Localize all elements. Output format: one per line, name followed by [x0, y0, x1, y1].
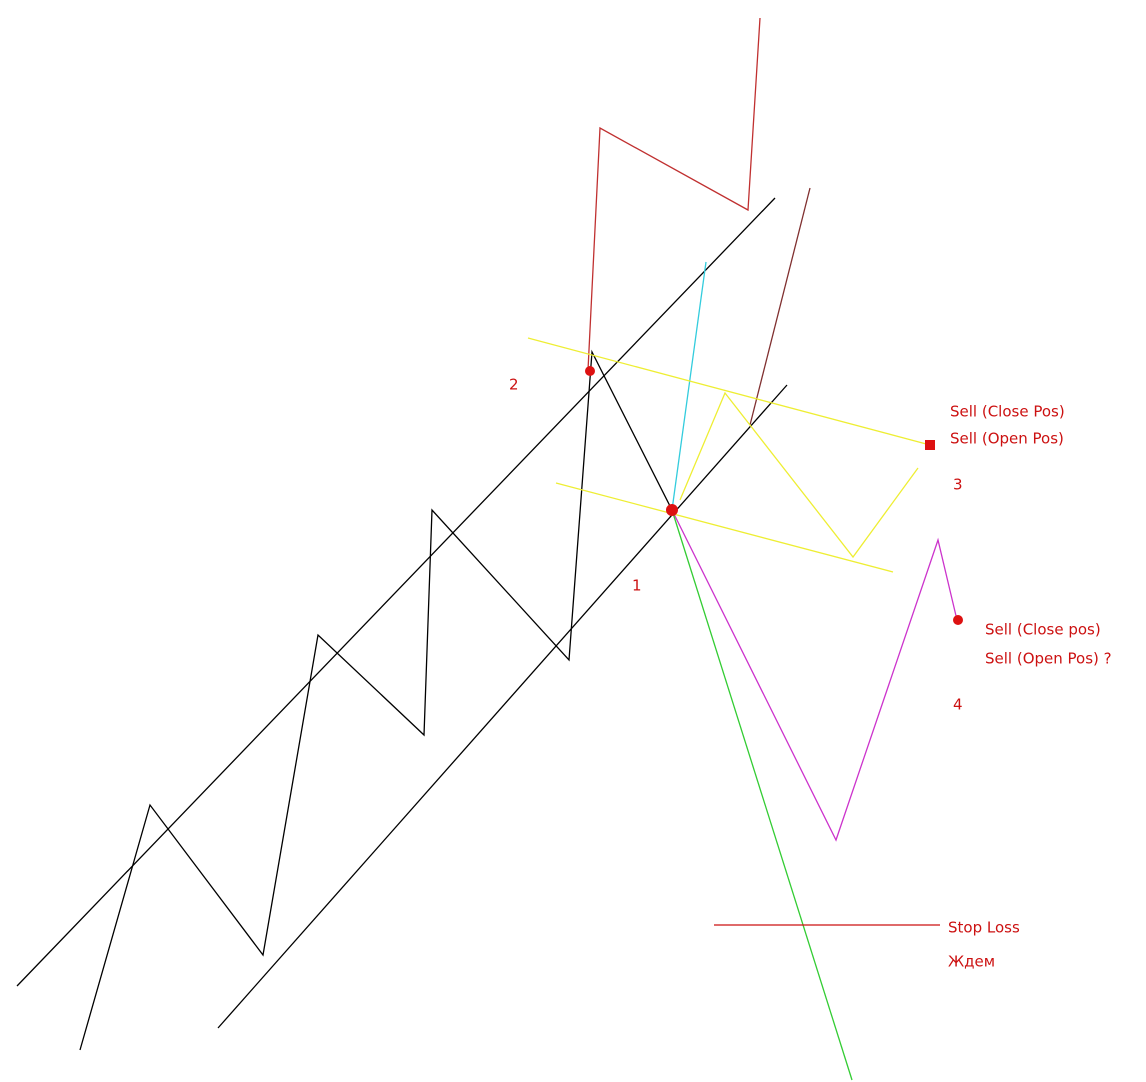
point-marker [585, 366, 595, 376]
signal-text: Sell (Open Pos) [950, 430, 1064, 448]
red-path [587, 17, 761, 371]
wait-label: Ждем [948, 953, 995, 971]
point-label: 4 [953, 696, 963, 714]
signal-text: Sell (Open Pos) ? [985, 650, 1112, 668]
magenta-path [671, 509, 958, 842]
point-label: 1 [632, 577, 642, 595]
signal-text: Sell (Close pos) [985, 621, 1101, 639]
yellow-lower [555, 482, 894, 573]
point-marker [925, 440, 935, 450]
yellow-upper [527, 337, 931, 446]
brown-path [749, 187, 811, 426]
point-label: 2 [509, 376, 519, 394]
channel-upper [16, 197, 776, 987]
point-marker [666, 504, 678, 516]
cyan-path [671, 261, 707, 511]
yellow-zigzag [679, 391, 919, 559]
point-label: 3 [953, 476, 963, 494]
point-marker [953, 615, 963, 625]
price-zigzag [79, 349, 673, 1051]
green-path [671, 509, 853, 1081]
signal-text: Sell (Close Pos) [950, 403, 1065, 421]
stop-loss-label: Stop Loss [948, 919, 1020, 937]
channel-lower [217, 384, 788, 1029]
